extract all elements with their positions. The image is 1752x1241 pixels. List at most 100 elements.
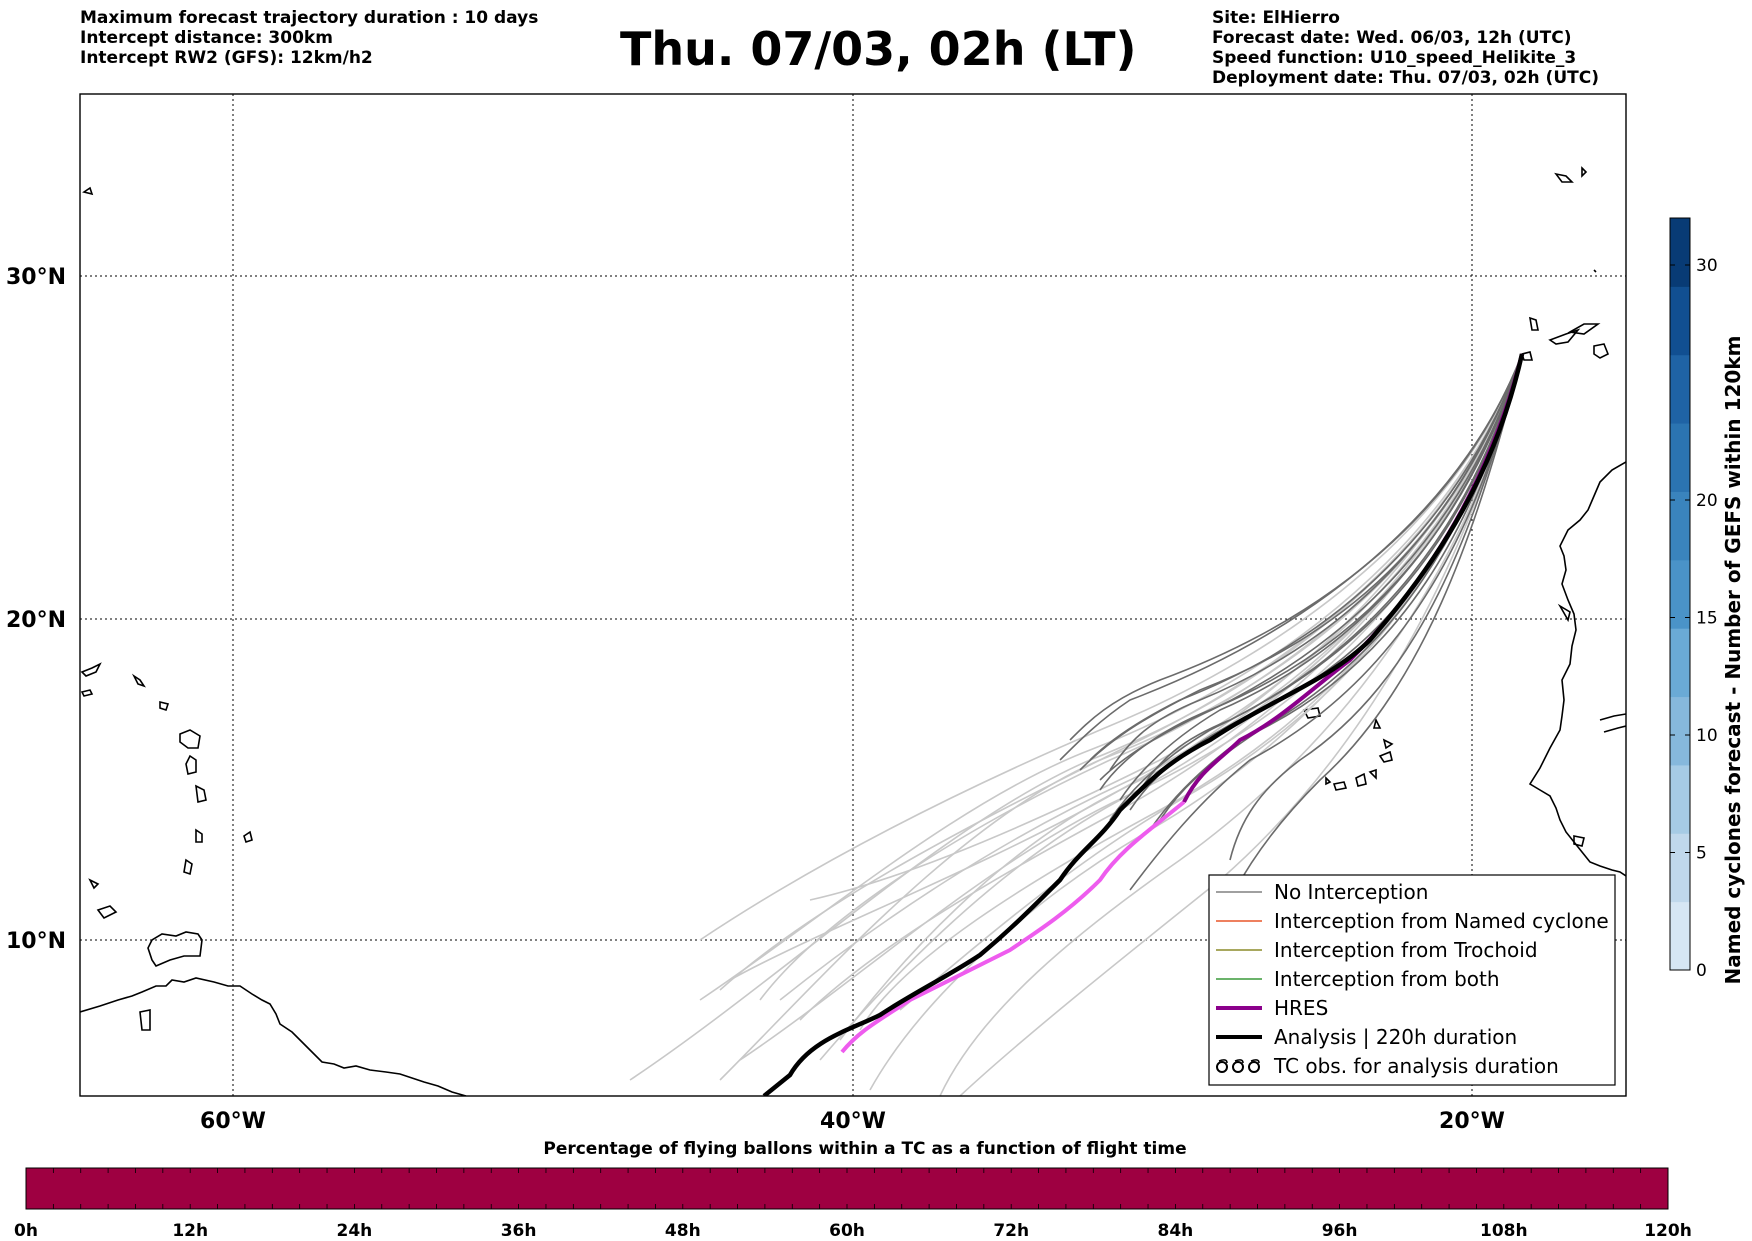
percentage-tick-label: 108h <box>1480 1221 1528 1241</box>
cape-verde-8 <box>1325 776 1332 786</box>
traj-dark-6 <box>1089 353 1523 761</box>
colorbar-segment <box>1670 423 1690 492</box>
island-f <box>185 754 197 775</box>
colorbar-segment <box>1670 354 1690 424</box>
colorbar-tick-label: 20 <box>1696 491 1718 511</box>
lon-label-60w: 60°W <box>200 1109 266 1134</box>
legend-box <box>1208 874 1616 1086</box>
legend-label: HRES <box>1274 996 1328 1020</box>
coastlines <box>80 166 1626 1096</box>
colorbar-tick-label: 15 <box>1696 609 1718 629</box>
colorbar-segment <box>1670 764 1690 834</box>
legend-label: Interception from both <box>1274 967 1500 991</box>
traj-dark-12 <box>1099 353 1523 781</box>
lat-label-30n: 30°N <box>6 265 66 290</box>
percentage-tick-label: 48h <box>665 1221 701 1241</box>
canary-la-palma <box>1528 316 1539 331</box>
colorbar-frame <box>1669 217 1691 971</box>
colorbar-tick-label: 5 <box>1696 844 1707 864</box>
cape-verde-2 <box>1372 717 1382 729</box>
legend-label: Interception from Named cyclone <box>1274 909 1609 933</box>
traj-dark-11 <box>1229 353 1523 861</box>
percentage-tick-label: 120h <box>1644 1221 1692 1241</box>
legend-label: No Interception <box>1274 880 1428 904</box>
page-title: Thu. 07/03, 02h (LT) <box>620 22 1137 76</box>
island-m <box>139 1009 151 1031</box>
trajectory-settings: Maximum forecast trajectory duration : 1… <box>80 8 538 68</box>
analysis-trajectory <box>762 353 1525 1096</box>
colorbar-segment <box>1670 286 1690 356</box>
percentage-tick-label: 96h <box>1322 1221 1358 1241</box>
legend-tc-symbol-tail <box>1250 1059 1260 1064</box>
map-area: No Interception Interception from Named c… <box>80 94 1626 1096</box>
max-duration-text: Maximum forecast trajectory duration : 1… <box>80 8 539 28</box>
percentage-bar-title: Percentage of flying ballons within a TC… <box>543 1139 1186 1159</box>
canary-tenerife <box>1548 328 1581 345</box>
percentage-bar-fill <box>25 1167 1669 1210</box>
percentage-tick-label: 60h <box>829 1221 865 1241</box>
percentage-tick-label: 12h <box>172 1221 208 1241</box>
legend-label: Interception from Trochoid <box>1274 938 1538 962</box>
colorbar-segment <box>1670 696 1690 766</box>
traj-dark-14 <box>1109 353 1523 821</box>
legend-label: TC obs. for analysis duration <box>1273 1054 1559 1078</box>
percentage-bar: Percentage of flying ballons within a TC… <box>14 1139 1692 1241</box>
cape-verde-7 <box>1368 768 1377 780</box>
lon-label-20w: 20°W <box>1439 1109 1505 1134</box>
lat-label-10n: 10°N <box>6 929 66 954</box>
traj-light-14 <box>959 353 1523 1096</box>
cape-verde-6 <box>1355 772 1367 787</box>
traj-dark-5 <box>1129 353 1523 891</box>
speed-function-text: Speed function: U10_speed_Helikite_3 <box>1212 48 1577 68</box>
map-frame <box>79 93 1627 1097</box>
deployment-date-text: Deployment date: Thu. 07/03, 02h (UTC) <box>1212 68 1599 88</box>
africa-coast-tip-2 <box>1603 725 1626 733</box>
lon-label-40w: 40°W <box>820 1109 886 1134</box>
site-text: Site: ElHierro <box>1212 8 1340 28</box>
colorbar-tick-label: 30 <box>1696 256 1718 276</box>
island-g <box>195 784 207 803</box>
island-n <box>82 186 94 196</box>
colorbar-tick-label: 0 <box>1696 961 1707 981</box>
lat-label-20n: 20°N <box>6 608 66 633</box>
traj-dark-13 <box>1069 353 1523 741</box>
cape-verde-1 <box>1302 707 1321 719</box>
island-d <box>159 700 170 712</box>
colorbar-label: Named cyclones forecast - Number of GEFS… <box>1721 336 1745 985</box>
colorbar-segment <box>1670 491 1690 561</box>
colorbar-segment <box>1670 218 1690 287</box>
intercept-rw2-text: Intercept RW2 (GFS): 12km/h2 <box>80 48 373 68</box>
percentage-tick-label: 24h <box>337 1221 373 1241</box>
legend-tc-symbol-tail <box>1234 1059 1244 1064</box>
traj-light-13 <box>699 353 1523 1001</box>
island-l <box>88 878 100 890</box>
legend-tc-symbol <box>1248 1061 1260 1073</box>
legend-label: Analysis | 220h duration <box>1274 1025 1517 1049</box>
traj-dark-7 <box>1119 353 1523 801</box>
percentage-tick-label: 84h <box>1158 1221 1194 1241</box>
africa-coast-tip <box>1599 713 1626 721</box>
legend: No Interception Interception from Named c… <box>1208 874 1616 1086</box>
madeira-2 <box>1581 166 1588 178</box>
traj-light-10 <box>939 353 1523 1096</box>
island-j <box>243 830 253 844</box>
island-k <box>96 905 118 920</box>
colorbar-segment <box>1670 901 1690 971</box>
hres-trajectory-tail <box>840 800 1186 1054</box>
traj-light-16 <box>719 353 1523 1081</box>
percentage-tick-label: 36h <box>501 1221 537 1241</box>
legend-tc-symbol <box>1216 1061 1228 1073</box>
forecast-info: Site: ElHierro Forecast date: Wed. 06/03… <box>1212 8 1599 88</box>
intercept-distance-text: Intercept distance: 300km <box>80 28 333 48</box>
percentage-tick-label: 72h <box>993 1221 1029 1241</box>
colorbar-segment <box>1670 833 1690 903</box>
africa-mauritania-notch <box>1557 603 1571 623</box>
traj-dark-15 <box>1229 353 1523 901</box>
colorbar-tick-label: 10 <box>1696 726 1718 746</box>
paria-peninsula <box>147 931 203 967</box>
trajectories <box>629 353 1525 1096</box>
cape-verde-3 <box>1382 738 1394 750</box>
island-e <box>179 729 201 749</box>
cape-verde-4 <box>1378 750 1393 763</box>
